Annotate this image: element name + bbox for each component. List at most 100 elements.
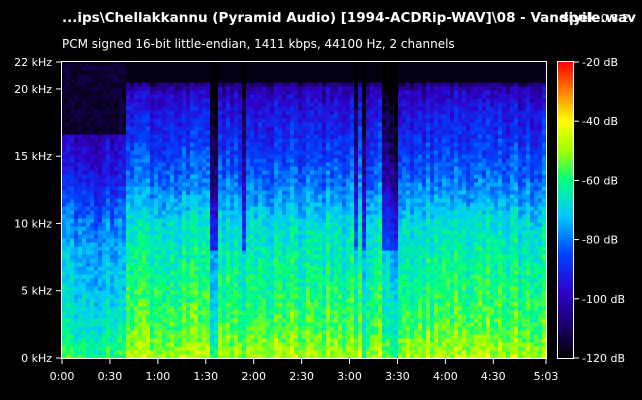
spectrogram-cell bbox=[326, 70, 331, 75]
spectrogram-cell bbox=[114, 346, 119, 351]
spectrogram-cell bbox=[246, 278, 251, 283]
spectrogram-cell bbox=[162, 90, 167, 95]
spectrogram-cell bbox=[142, 158, 147, 163]
spectrogram-cell bbox=[194, 198, 199, 203]
spectrogram-cell bbox=[74, 74, 79, 79]
spectrogram-cell bbox=[310, 98, 315, 103]
spectrogram-cell bbox=[214, 70, 219, 75]
spectrogram-cell bbox=[74, 154, 79, 159]
spectrogram-cell bbox=[166, 214, 171, 219]
spectrogram-cell bbox=[298, 314, 303, 319]
spectrogram-cell bbox=[158, 250, 163, 255]
spectrogram-cell bbox=[242, 282, 247, 287]
spectrogram-cell bbox=[70, 330, 75, 335]
spectrogram-cell bbox=[158, 150, 163, 155]
spectrogram-cell bbox=[178, 318, 183, 323]
spectrogram-cell bbox=[322, 142, 327, 147]
spectrogram-cell bbox=[126, 162, 131, 167]
spectrogram-cell bbox=[134, 98, 139, 103]
spectrogram-cell bbox=[322, 166, 327, 171]
spectrogram-cell bbox=[246, 190, 251, 195]
spectrogram-cell bbox=[170, 206, 175, 211]
spectrogram-cell bbox=[194, 158, 199, 163]
spectrogram-cell bbox=[290, 282, 295, 287]
spectrogram-cell bbox=[270, 82, 275, 87]
spectrogram-cell bbox=[238, 166, 243, 171]
spectrogram-cell bbox=[222, 182, 227, 187]
spectrogram-cell bbox=[270, 86, 275, 91]
spectrogram-cell bbox=[234, 314, 239, 319]
spectrogram-cell bbox=[310, 294, 315, 299]
spectrogram-cell bbox=[138, 150, 143, 155]
spectrogram-cell bbox=[134, 282, 139, 287]
spectrogram-cell bbox=[74, 78, 79, 83]
spectrogram-cell bbox=[250, 110, 255, 115]
spectrogram-cell bbox=[202, 86, 207, 91]
spectrogram-cell bbox=[214, 250, 219, 255]
spectrogram-cell bbox=[114, 342, 119, 347]
spectrogram-cell bbox=[170, 278, 175, 283]
spectrogram-cell bbox=[254, 338, 259, 343]
spectrogram-cell bbox=[146, 266, 151, 271]
spectrogram-cell bbox=[310, 298, 315, 303]
spectrogram-cell bbox=[186, 306, 191, 311]
spectrogram-cell bbox=[222, 246, 227, 251]
spectrogram-cell bbox=[318, 110, 323, 115]
spectrogram-cell bbox=[154, 90, 159, 95]
spectrogram-cell bbox=[74, 310, 79, 315]
spectrogram-cell bbox=[242, 262, 247, 267]
spectrogram-cell bbox=[298, 110, 303, 115]
spectrogram-cell bbox=[110, 94, 115, 99]
spectrogram-cell bbox=[226, 74, 231, 79]
spectrogram-cell bbox=[298, 350, 303, 355]
spectrogram-cell bbox=[242, 174, 247, 179]
spectrogram-cell bbox=[250, 146, 255, 151]
spectrogram-cell bbox=[130, 202, 135, 207]
spectrogram-cell bbox=[134, 346, 139, 351]
spectrogram-cell bbox=[110, 254, 115, 259]
spectrogram-cell bbox=[270, 250, 275, 255]
spectrogram-cell bbox=[298, 126, 303, 131]
spectrogram-cell bbox=[186, 350, 191, 355]
spectrogram-cell bbox=[250, 66, 255, 71]
spectrogram-cell bbox=[86, 190, 91, 195]
spectrogram-cell bbox=[102, 134, 107, 139]
spectrogram-cell bbox=[134, 254, 139, 259]
spectrogram-cell bbox=[182, 246, 187, 251]
spectrogram-cell bbox=[158, 170, 163, 175]
spectrogram-cell bbox=[314, 154, 319, 159]
spectrogram-cell bbox=[162, 286, 167, 291]
spectrogram-cell bbox=[162, 266, 167, 271]
spectrogram-cell bbox=[150, 166, 155, 171]
spectrogram-cell bbox=[242, 206, 247, 211]
spectrogram-cell bbox=[190, 342, 195, 347]
spectrogram-cell bbox=[242, 322, 247, 327]
spectrogram-cell bbox=[234, 186, 239, 191]
spectrogram-cell bbox=[126, 330, 131, 335]
spectrogram-cell bbox=[306, 338, 311, 343]
spectrogram-cell bbox=[246, 318, 251, 323]
spectrogram-cell bbox=[242, 310, 247, 315]
spectrogram-cell bbox=[226, 334, 231, 339]
spectrogram-cell bbox=[234, 110, 239, 115]
spectrogram-cell bbox=[290, 218, 295, 223]
spectrogram-cell bbox=[306, 354, 311, 358]
spectrogram-cell bbox=[226, 70, 231, 75]
file-title: ...ips\Chellakkannu (Pyramid Audio) [199… bbox=[62, 10, 636, 26]
spectrogram-cell bbox=[194, 326, 199, 331]
spectrogram-cell bbox=[278, 206, 283, 211]
spectrogram-cell bbox=[66, 174, 71, 179]
spectrogram-cell bbox=[302, 206, 307, 211]
spectrogram-cell bbox=[238, 354, 243, 358]
spectrogram-cell bbox=[66, 278, 71, 283]
spectrogram-cell bbox=[210, 238, 215, 243]
spectrogram-cell bbox=[242, 246, 247, 251]
spectrogram-cell bbox=[90, 286, 95, 291]
spectrogram-cell bbox=[310, 250, 315, 255]
spectrogram-cell bbox=[262, 330, 267, 335]
spectrogram-cell bbox=[298, 210, 303, 215]
spectrogram-cell bbox=[322, 154, 327, 159]
spectrogram-cell bbox=[290, 222, 295, 227]
spectrogram-cell bbox=[130, 118, 135, 123]
spectrogram-cell bbox=[222, 118, 227, 123]
